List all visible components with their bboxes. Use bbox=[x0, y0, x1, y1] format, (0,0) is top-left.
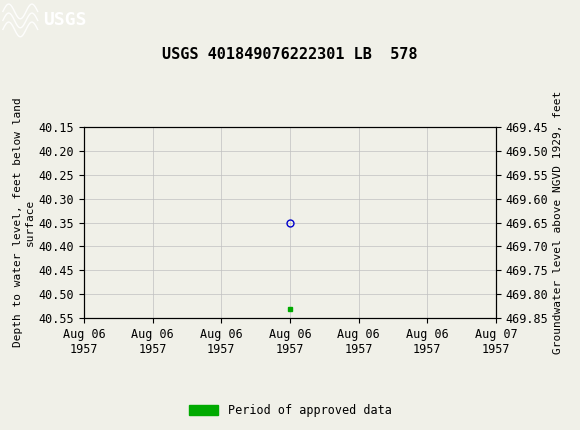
Legend: Period of approved data: Period of approved data bbox=[184, 399, 396, 422]
Text: USGS 401849076222301 LB  578: USGS 401849076222301 LB 578 bbox=[162, 47, 418, 62]
Y-axis label: Depth to water level, feet below land
surface: Depth to water level, feet below land su… bbox=[13, 98, 35, 347]
Text: USGS: USGS bbox=[44, 12, 87, 29]
Y-axis label: Groundwater level above NGVD 1929, feet: Groundwater level above NGVD 1929, feet bbox=[553, 91, 563, 354]
